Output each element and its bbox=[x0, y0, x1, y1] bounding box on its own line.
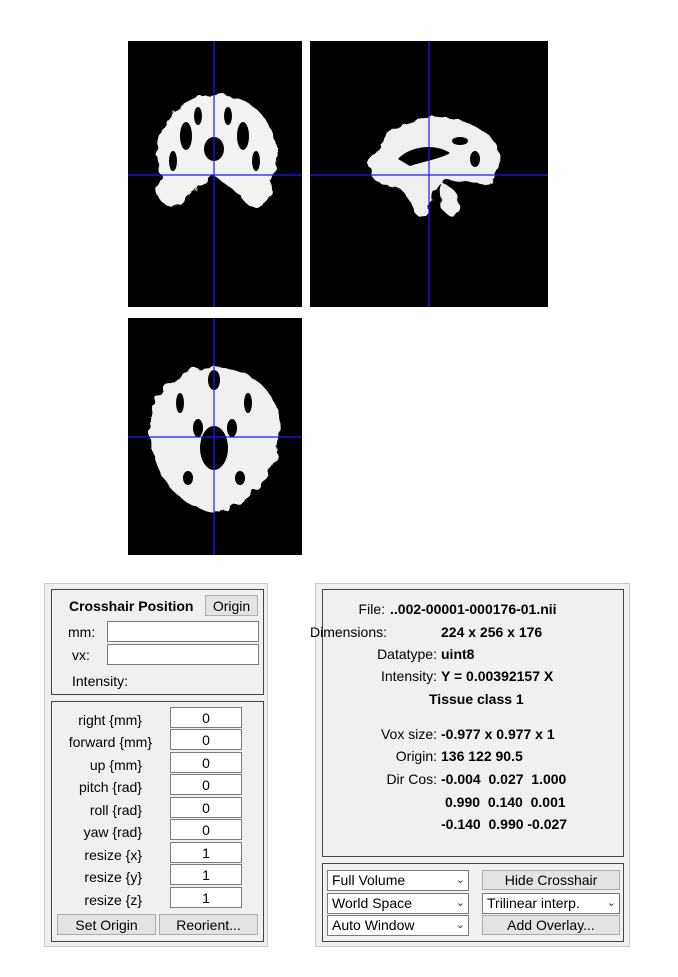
up-mm-field[interactable] bbox=[170, 752, 242, 773]
image-info-panel: File: ..002-00001-000176-01.nii Dimensio… bbox=[310, 583, 630, 947]
pitch-rad-label: pitch {rad} bbox=[78, 779, 142, 795]
reorient-button[interactable]: Reorient... bbox=[159, 914, 258, 935]
resize-z-label: resize {z} bbox=[84, 892, 142, 908]
space-select[interactable]: World Space ⌄ bbox=[327, 893, 469, 914]
mm-field[interactable] bbox=[107, 621, 259, 642]
dimensions-value: 224 x 256 x 176 bbox=[441, 624, 543, 640]
tissue-class-label: Tissue class 1 bbox=[429, 691, 524, 707]
hide-crosshair-button[interactable]: Hide Crosshair bbox=[482, 870, 620, 890]
dircos-row-1: -0.004 0.027 1.000 bbox=[441, 771, 567, 787]
set-origin-button[interactable]: Set Origin bbox=[57, 914, 156, 935]
volume-select-value: Full Volume bbox=[332, 872, 406, 888]
resize-x-label: resize {x} bbox=[84, 847, 142, 863]
roll-rad-field[interactable] bbox=[170, 797, 242, 818]
file-value: ..002-00001-000176-01.nii bbox=[390, 601, 557, 617]
interpolation-select-value: Trilinear interp. bbox=[487, 895, 580, 911]
dircos-label: Dir Cos: bbox=[386, 771, 437, 787]
coronal-slice-image bbox=[128, 41, 302, 307]
intensity-info-label: Intensity: bbox=[380, 668, 437, 684]
reorient-box: right {mm} forward {mm} up {mm} pitch {r… bbox=[51, 701, 264, 942]
resize-x-field[interactable] bbox=[170, 842, 242, 863]
chevron-down-icon: ⌄ bbox=[455, 874, 465, 886]
crosshair-position-title: Crosshair Position bbox=[69, 598, 194, 614]
yaw-rad-label: yaw {rad} bbox=[83, 824, 142, 840]
origin-info-label: Origin: bbox=[395, 748, 437, 764]
space-select-value: World Space bbox=[332, 895, 412, 911]
display-controls-box: Full Volume ⌄ Hide Crosshair World Space… bbox=[322, 863, 624, 942]
sagittal-view[interactable] bbox=[310, 41, 548, 307]
vx-label: vx: bbox=[72, 647, 90, 663]
axial-view[interactable] bbox=[128, 318, 302, 555]
origin-info-value: 136 122 90.5 bbox=[441, 748, 523, 764]
datatype-value: uint8 bbox=[441, 646, 475, 662]
yaw-rad-field[interactable] bbox=[170, 819, 242, 840]
forward-mm-field[interactable] bbox=[170, 729, 242, 750]
mm-label: mm: bbox=[68, 624, 96, 640]
dircos-row-2: 0.990 0.140 0.001 bbox=[445, 794, 566, 810]
origin-button[interactable]: Origin bbox=[205, 595, 258, 616]
intensity-info-value: Y = 0.00392157 X bbox=[441, 668, 554, 684]
dimensions-label: Dimensions: bbox=[309, 624, 387, 640]
add-overlay-button[interactable]: Add Overlay... bbox=[482, 915, 620, 935]
right-mm-field[interactable] bbox=[170, 707, 242, 728]
sagittal-slice-image bbox=[310, 41, 548, 307]
interpolation-select[interactable]: Trilinear interp. ⌄ bbox=[482, 893, 620, 914]
resize-y-field[interactable] bbox=[170, 864, 242, 885]
resize-y-label: resize {y} bbox=[84, 869, 142, 885]
chevron-down-icon: ⌄ bbox=[455, 919, 465, 931]
window-select[interactable]: Auto Window ⌄ bbox=[327, 915, 469, 936]
intensity-label: Intensity: bbox=[72, 673, 129, 689]
resize-z-field[interactable] bbox=[170, 887, 242, 908]
image-info-box: File: ..002-00001-000176-01.nii Dimensio… bbox=[310, 589, 624, 857]
voxsize-value: -0.977 x 0.977 x 1 bbox=[441, 726, 555, 742]
window-select-value: Auto Window bbox=[332, 917, 415, 933]
file-label: File: bbox=[358, 601, 385, 617]
volume-select[interactable]: Full Volume ⌄ bbox=[327, 870, 469, 891]
coronal-view[interactable] bbox=[128, 41, 302, 307]
up-mm-label: up {mm} bbox=[89, 757, 142, 773]
datatype-label: Datatype: bbox=[377, 646, 437, 662]
crosshair-reorient-panel: Crosshair Position Origin mm: vx: Intens… bbox=[44, 583, 268, 947]
vx-field[interactable] bbox=[107, 644, 259, 665]
roll-rad-label: roll {rad} bbox=[89, 802, 142, 818]
voxsize-label: Vox size: bbox=[380, 726, 437, 742]
pitch-rad-field[interactable] bbox=[170, 774, 242, 795]
forward-mm-label: forward {mm} bbox=[68, 734, 152, 750]
chevron-down-icon: ⌄ bbox=[455, 897, 465, 909]
crosshair-position-box: Crosshair Position Origin mm: vx: Intens… bbox=[51, 589, 264, 695]
chevron-down-icon: ⌄ bbox=[606, 897, 616, 909]
right-mm-label: right {mm} bbox=[78, 712, 142, 728]
axial-slice-image bbox=[128, 318, 302, 555]
dircos-row-3: -0.140 0.990 -0.027 bbox=[441, 816, 568, 832]
